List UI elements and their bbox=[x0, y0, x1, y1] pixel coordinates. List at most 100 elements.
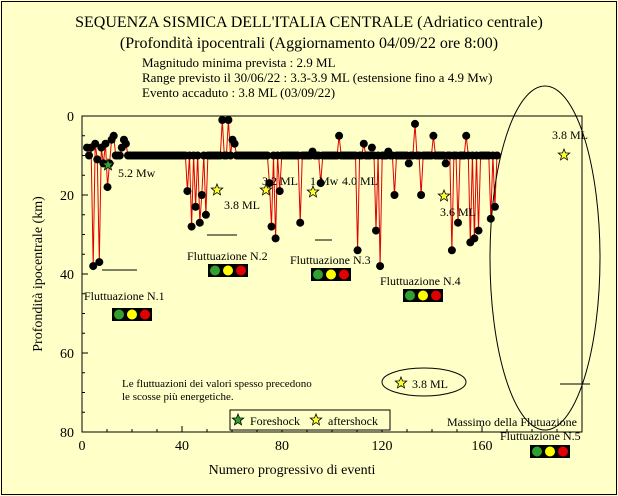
info-line-3: Evento accaduto : 3.8 ML (03/09/22) bbox=[142, 85, 335, 100]
depth-point-19 bbox=[121, 139, 130, 148]
traffic-light-0-dot-1 bbox=[127, 309, 137, 320]
traffic-light-0-dot-2 bbox=[140, 309, 150, 320]
depth-point-54 bbox=[193, 151, 202, 160]
aftershock-star-2 bbox=[259, 182, 273, 196]
aftershock-star-5 bbox=[557, 147, 571, 161]
traffic-light-4-dot-1 bbox=[545, 446, 555, 457]
legend-symbol-1 bbox=[309, 412, 323, 426]
x-tick-label-1: 40 bbox=[175, 439, 189, 454]
depth-point-185 bbox=[462, 131, 471, 140]
depth-point-51 bbox=[187, 222, 196, 231]
depth-point-123 bbox=[335, 131, 344, 140]
depth-point-150 bbox=[390, 191, 399, 199]
depth-point-3 bbox=[89, 262, 98, 271]
depth-point-13 bbox=[109, 131, 118, 140]
chart-subtitle: (Profondità ipocentrali (Aggiornamento 0… bbox=[120, 35, 498, 52]
aftershock-label-1: 3.8 ML bbox=[224, 198, 260, 212]
depth-point-16 bbox=[115, 151, 124, 160]
aftershock-label-5: 3.8 ML bbox=[552, 128, 588, 142]
y-tick-label-2: 40 bbox=[60, 268, 74, 283]
note-ellipse bbox=[381, 367, 467, 397]
x-axis-label: Numero progressivo di eventi bbox=[209, 463, 376, 478]
depth-point-55 bbox=[195, 218, 204, 227]
traffic-light-3-dot-0 bbox=[405, 290, 415, 301]
fluct-1-label: Fluttuazione N.1 bbox=[84, 289, 165, 303]
depth-point-88 bbox=[263, 151, 272, 160]
x-tick-label-2: 80 bbox=[275, 439, 289, 454]
depth-point-72 bbox=[230, 139, 239, 148]
depth-point-49 bbox=[183, 187, 192, 196]
aftershock-star-4 bbox=[437, 188, 451, 202]
foreshock-label-0: 5.2 Mw bbox=[118, 166, 156, 180]
y-tick-label-4: 80 bbox=[60, 426, 74, 441]
depth-point-10 bbox=[103, 183, 112, 192]
traffic-light-3-dot-1 bbox=[418, 290, 428, 301]
x-tick-label-3: 120 bbox=[372, 439, 393, 454]
traffic-light-2-dot-2 bbox=[339, 269, 349, 280]
aftershock-star-1 bbox=[210, 182, 224, 196]
depth-point-69 bbox=[224, 116, 233, 124]
depth-point-89 bbox=[265, 179, 274, 188]
depth-point-191 bbox=[474, 226, 483, 235]
depth-point-9 bbox=[101, 139, 110, 148]
aftershock-label-4: 3.6 ML bbox=[440, 205, 476, 219]
depth-point-56 bbox=[197, 191, 206, 199]
depth-point-139 bbox=[367, 143, 376, 152]
depth-point-189 bbox=[470, 234, 479, 243]
traffic-light-4-dot-2 bbox=[558, 446, 568, 457]
depth-point-1 bbox=[85, 151, 93, 160]
legend-label-0: Foreshock bbox=[250, 414, 300, 428]
traffic-light-3-dot-2 bbox=[431, 290, 441, 301]
x-tick-label-0: 0 bbox=[79, 439, 86, 454]
traffic-light-0-dot-0 bbox=[114, 309, 124, 320]
small-label-32: 3.2 ML bbox=[262, 174, 298, 188]
legend-label-1: aftershock bbox=[328, 414, 378, 428]
depth-point-141 bbox=[372, 226, 380, 235]
depth-point-66 bbox=[218, 116, 227, 124]
legend-box bbox=[229, 409, 391, 431]
small-label-40: 4.0 ML bbox=[342, 174, 378, 188]
depth-point-143 bbox=[376, 262, 385, 271]
depth-point-6 bbox=[95, 258, 104, 267]
y-tick-label-1: 20 bbox=[60, 189, 74, 204]
depth-point-175 bbox=[441, 159, 450, 168]
depth-point-157 bbox=[404, 159, 413, 168]
traffic-light-2-dot-0 bbox=[313, 269, 323, 280]
depth-series-line bbox=[86, 119, 498, 267]
depth-point-104 bbox=[296, 218, 305, 227]
depth-point-92 bbox=[271, 234, 280, 243]
depth-point-132 bbox=[353, 246, 362, 255]
depth-point-178 bbox=[447, 246, 456, 255]
info-line-1: Magnitudo minima prevista : 2.9 ML bbox=[142, 55, 336, 70]
depth-point-181 bbox=[454, 218, 462, 227]
depth-point-58 bbox=[201, 210, 210, 219]
depth-point-160 bbox=[411, 119, 419, 128]
fluct-5-title: Massimo della Flutuazione bbox=[447, 415, 577, 429]
depth-point-53 bbox=[191, 202, 200, 211]
chart-title: SEQUENZA SISMICA DELL'ITALIA CENTRALE (A… bbox=[75, 14, 543, 31]
small-label-1mw: 1 Mw bbox=[310, 174, 339, 188]
depth-point-90 bbox=[267, 222, 276, 231]
y-tick-label-3: 60 bbox=[60, 347, 74, 362]
traffic-light-1-dot-1 bbox=[223, 265, 233, 276]
traffic-light-2-dot-1 bbox=[326, 269, 336, 280]
depth-point-169 bbox=[429, 131, 438, 140]
depth-point-200 bbox=[493, 151, 501, 160]
aftershock-star-3 bbox=[306, 184, 320, 198]
fluct-5-ellipse bbox=[489, 85, 601, 431]
depth-point-4 bbox=[91, 139, 100, 148]
depth-point-197 bbox=[486, 214, 495, 223]
foreshock-star-0 bbox=[101, 157, 115, 171]
note-line-1: Le fluttuazioni dei valori spesso preced… bbox=[122, 378, 312, 390]
info-line-2: Range previsto il 30/06/22 : 3.3-3.9 ML … bbox=[142, 70, 492, 85]
legend-symbol-0 bbox=[231, 412, 245, 426]
y-axis-label: Profondità ipocentrale (km) bbox=[31, 196, 46, 352]
depth-point-94 bbox=[275, 187, 284, 196]
fluct-4-label: Fluttuazione N.4 bbox=[380, 274, 461, 288]
ellipse-label: 3.8 ML bbox=[412, 377, 448, 391]
traffic-light-1-dot-0 bbox=[210, 265, 220, 276]
depth-point-5 bbox=[93, 155, 102, 164]
fluct-3-label: Fluttuazione N.3 bbox=[290, 253, 371, 267]
